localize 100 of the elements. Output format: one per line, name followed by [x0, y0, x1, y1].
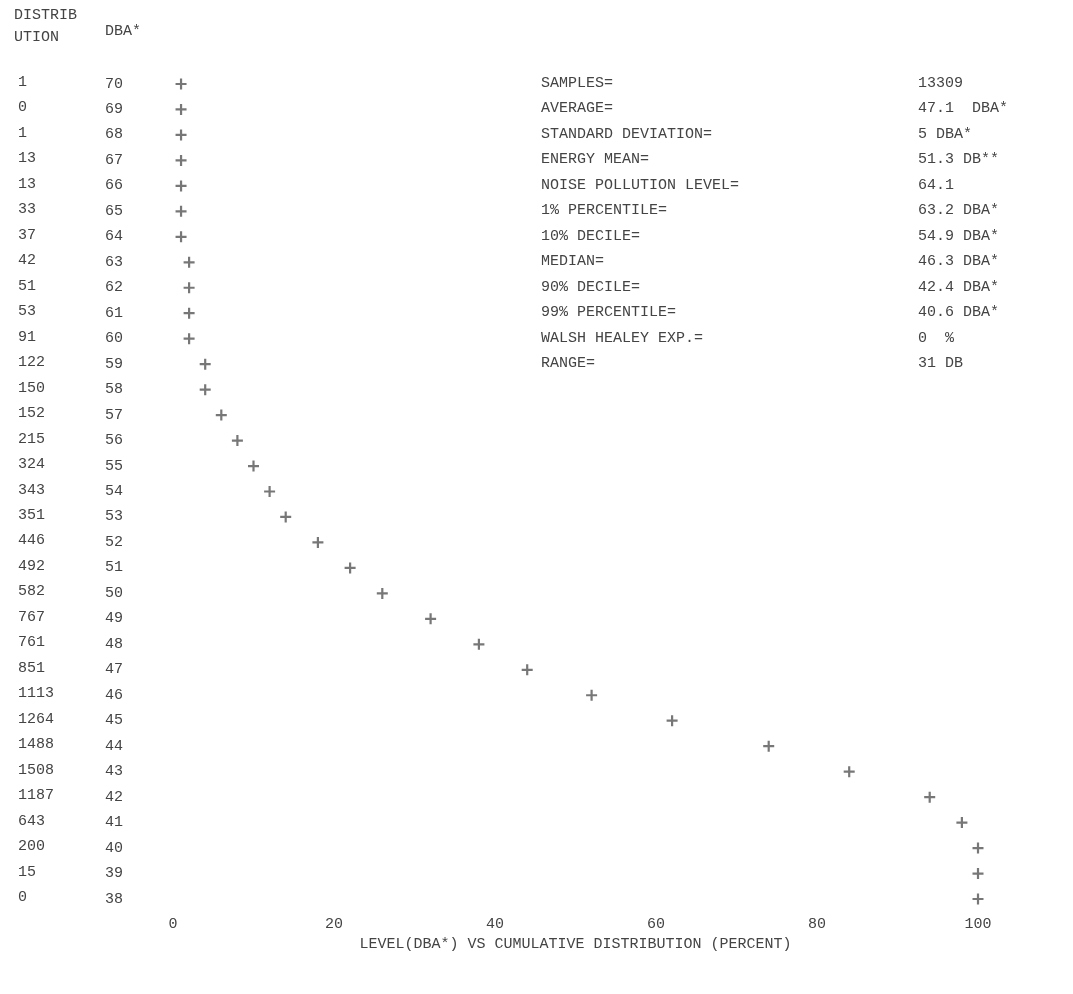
- point: [473, 638, 485, 650]
- x-tick-label: 80: [807, 916, 827, 933]
- text: AVERAGE= 47.1 DBA*: [541, 100, 1009, 118]
- point: [924, 791, 936, 803]
- y-tick-label: 68: [105, 126, 124, 144]
- point: [586, 689, 598, 701]
- point: [972, 893, 984, 905]
- text: MEDIAN= 46.3 DBA*: [541, 253, 1000, 271]
- point: [344, 562, 356, 574]
- text: 1: [18, 124, 28, 142]
- text: 122: [18, 354, 46, 372]
- y-tick-label: 52: [105, 533, 124, 551]
- y-tick-label: 62: [105, 279, 124, 297]
- point: [280, 511, 292, 523]
- text: STANDARD DEVIATION= 5 DBA*: [541, 125, 973, 143]
- text: 10% DECILE= 54.9 DBA*: [541, 227, 1000, 245]
- y-tick-label: 48: [105, 635, 124, 653]
- x-tick-label: 100: [964, 916, 992, 933]
- point: [175, 154, 187, 166]
- text: 13: [18, 175, 37, 193]
- point: [199, 384, 211, 396]
- y-tick-label: 63: [105, 253, 124, 271]
- point: [175, 78, 187, 90]
- text: 37: [18, 226, 37, 244]
- x-tick-label: 60: [646, 916, 666, 933]
- point: [199, 358, 211, 370]
- point: [175, 180, 187, 192]
- text: 1264: [18, 710, 55, 728]
- y-tick-label: 56: [105, 432, 124, 450]
- y-tick-label: 65: [105, 202, 124, 220]
- x-tick-label: 0: [168, 916, 178, 933]
- point: [972, 842, 984, 854]
- point: [521, 664, 533, 676]
- text: 42: [18, 252, 37, 270]
- point: [843, 766, 855, 778]
- point: [183, 282, 195, 294]
- y-tick-label: 45: [105, 712, 124, 730]
- y-axis-title: DBA*: [105, 23, 142, 40]
- y-tick-label: 43: [105, 763, 124, 781]
- text: 0: [18, 889, 28, 906]
- text: 0: [18, 99, 28, 117]
- y-tick-label: 46: [105, 686, 124, 704]
- y-tick-label: 49: [105, 610, 124, 628]
- text: 343: [18, 481, 46, 499]
- text: 1113: [18, 685, 55, 703]
- text: 1488: [18, 736, 55, 754]
- y-tick-label: 51: [105, 559, 124, 577]
- y-tick-label: 42: [105, 788, 124, 806]
- text: 152: [18, 405, 46, 423]
- y-tick-label: 59: [105, 355, 124, 373]
- point: [231, 435, 243, 447]
- text: 324: [18, 456, 46, 474]
- text: 851: [18, 659, 46, 677]
- y-tick-label: 64: [105, 228, 124, 246]
- text: 215: [18, 430, 46, 448]
- text: 351: [18, 506, 46, 524]
- point: [175, 103, 187, 115]
- text: 767: [18, 608, 46, 626]
- point: [425, 613, 437, 625]
- text: 1% PERCENTILE= 63.2 DBA*: [541, 202, 1000, 220]
- text: 51: [18, 277, 37, 295]
- y-tick-label: 61: [105, 304, 124, 322]
- text: 53: [18, 303, 37, 321]
- text: 1508: [18, 761, 55, 779]
- y-tick-label: 50: [105, 584, 124, 602]
- y-tick-label: 44: [105, 737, 124, 755]
- y-tick-label: 57: [105, 406, 124, 424]
- text: 643: [18, 812, 46, 830]
- y-tick-label: 40: [105, 839, 124, 857]
- text: 13: [18, 150, 37, 168]
- text: 99% PERCENTILE= 40.6 DBA*: [541, 304, 1000, 322]
- y-tick-label: 53: [105, 508, 124, 526]
- y-tick-label: 60: [105, 330, 124, 348]
- y-tick-label: 69: [105, 100, 124, 118]
- x-tick-label: 20: [324, 916, 344, 933]
- y-tick-label: 38: [105, 890, 124, 908]
- x-axis-title: LEVEL(DBA*) VS CUMULATIVE DISTRIBUTION (PERCENT): [359, 936, 792, 953]
- point: [175, 231, 187, 243]
- x-tick-label: 40: [485, 916, 505, 933]
- y-tick-label: 55: [105, 457, 124, 475]
- text: SAMPLES= 13309: [541, 75, 964, 92]
- point: [763, 740, 775, 752]
- point: [183, 256, 195, 268]
- y-tick-label: 47: [105, 661, 124, 679]
- point: [666, 715, 678, 727]
- text: 33: [18, 201, 37, 219]
- point: [215, 409, 227, 421]
- text: 90% DECILE= 42.4 DBA*: [541, 278, 1000, 296]
- point: [312, 536, 324, 548]
- text: WALSH HEALEY EXP.= 0 %: [541, 329, 955, 347]
- text: 446: [18, 532, 46, 550]
- text: 582: [18, 583, 46, 601]
- y-tick-label: 54: [105, 483, 124, 500]
- point: [248, 460, 259, 472]
- text: 1187: [18, 787, 55, 805]
- y-tick-label: 58: [105, 381, 124, 399]
- point: [183, 333, 195, 345]
- text: 761: [18, 634, 46, 652]
- text: 15: [18, 863, 37, 881]
- text: 91: [18, 328, 37, 346]
